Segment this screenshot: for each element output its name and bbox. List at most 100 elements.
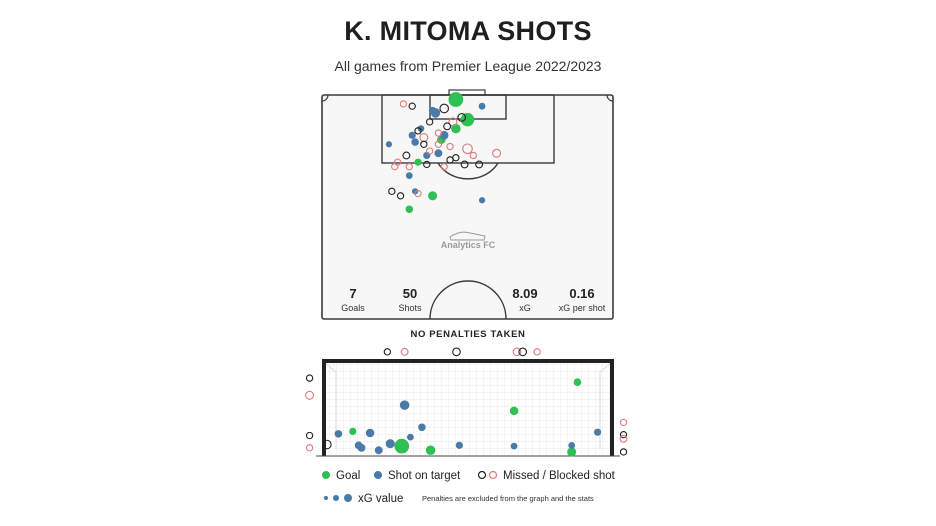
goal-frame bbox=[448, 89, 486, 96]
pitch-shot-on-target-marker bbox=[405, 172, 413, 180]
goal-shot-on-target-marker bbox=[365, 428, 375, 438]
legend-goal-label: Goal bbox=[336, 470, 360, 482]
watermark-logo: Analytics FC bbox=[441, 231, 496, 250]
goal-shot-missed-marker bbox=[619, 448, 628, 456]
stat-value: 7 bbox=[349, 286, 356, 301]
legend-xg-large bbox=[344, 494, 352, 502]
goal-mouth bbox=[316, 359, 620, 457]
goal-shot-missed-marker bbox=[452, 347, 461, 357]
goal-shot-goal-marker bbox=[509, 406, 519, 416]
legend-missed-marker-red bbox=[488, 470, 498, 480]
pitch-shot-missed-marker bbox=[423, 160, 431, 169]
pitch-shot-missed-marker bbox=[414, 189, 422, 198]
goal-shot-on-target-marker bbox=[418, 423, 426, 432]
goal-net-side-right bbox=[599, 363, 611, 449]
goal-shots-layer bbox=[305, 347, 628, 457]
pitch-shot-missed-marker bbox=[440, 162, 448, 171]
stats-xg-per-shot: 0.16 xG per shot bbox=[559, 286, 606, 313]
goal-shot-missed-marker bbox=[619, 418, 628, 427]
legend-missed-marker-dark bbox=[477, 470, 487, 480]
pitch-shot-missed-marker bbox=[448, 117, 458, 127]
legend-missed-label: Missed / Blocked shot bbox=[503, 470, 616, 482]
goal-posts bbox=[322, 359, 614, 456]
pitch-shot-missed-marker bbox=[408, 102, 416, 110]
stat-label: xG bbox=[519, 303, 531, 313]
pitch-shots-layer bbox=[385, 92, 502, 214]
chart-title: K. MITOMA SHOTS bbox=[344, 16, 592, 46]
pitch-shot-on-target-marker bbox=[439, 131, 449, 140]
pitch-shot-missed-marker bbox=[399, 100, 408, 108]
pitch-shot-missed-marker bbox=[457, 113, 467, 122]
pitch-shot-missed-marker bbox=[402, 151, 411, 160]
goal-shot-on-target-marker bbox=[407, 433, 414, 441]
stats-goals: 7 Goals bbox=[341, 286, 365, 313]
goal-shot-on-target-marker bbox=[354, 441, 363, 450]
goal-shot-missed-marker bbox=[400, 347, 409, 356]
legend-xg-small bbox=[324, 496, 328, 500]
pitch-shot-on-target-marker bbox=[408, 131, 416, 139]
goal-shot-goal-marker bbox=[567, 447, 577, 457]
pitch-shot-goal-marker bbox=[428, 191, 438, 201]
pitch-shot-missed-marker bbox=[405, 162, 413, 171]
goal-shot-missed-marker bbox=[533, 348, 541, 356]
goal-shot-missed-marker bbox=[305, 374, 314, 382]
pitch-shot-goal-marker bbox=[405, 205, 414, 214]
goal-shot-missed-marker bbox=[518, 347, 528, 357]
goal-net-side-left bbox=[325, 363, 337, 449]
pitch-shot-goal-marker bbox=[460, 112, 475, 127]
goal-shot-on-target-marker bbox=[455, 441, 463, 449]
pitch-shot-missed-marker bbox=[452, 154, 460, 162]
goal-net bbox=[324, 361, 612, 455]
pitch-shot-on-target-marker bbox=[478, 197, 486, 204]
pitch-shot-missed-marker bbox=[492, 148, 502, 158]
pitch-shot-missed-marker bbox=[469, 151, 478, 160]
goal-shot-missed-marker bbox=[383, 348, 392, 356]
goal-shot-missed-marker bbox=[512, 347, 522, 357]
goal-shot-goal-marker bbox=[349, 427, 357, 435]
pitch-shot-missed-marker bbox=[388, 187, 396, 196]
goal-shot-on-target-marker bbox=[374, 446, 383, 455]
stat-value: 50 bbox=[403, 286, 417, 301]
goal-shot-on-target-marker bbox=[594, 428, 602, 436]
goal-shot-on-target-marker bbox=[385, 439, 395, 449]
legend: Goal Shot on target Missed / Blocked sho… bbox=[322, 470, 616, 505]
pitch-shot-on-target-marker bbox=[411, 138, 419, 146]
pitch-shot-on-target-marker bbox=[434, 149, 443, 158]
watermark-text: Analytics FC bbox=[441, 240, 496, 250]
legend-penalty-note: Penalties are excluded from the graph an… bbox=[422, 494, 594, 503]
goal-shot-goal-marker bbox=[394, 438, 410, 454]
pitch-shot-on-target-marker bbox=[428, 106, 437, 115]
legend-xg-label: xG value bbox=[358, 493, 403, 505]
legend-xg-medium bbox=[333, 495, 339, 501]
goal-shot-missed-marker bbox=[305, 431, 314, 440]
goal-shot-missed-marker bbox=[305, 390, 315, 400]
pitch-shot-missed-marker bbox=[393, 158, 402, 166]
pitch-shot-missed-marker bbox=[434, 129, 443, 137]
legend-goal-marker bbox=[322, 471, 330, 479]
goal-shot-missed-marker bbox=[322, 439, 332, 450]
penalties-note: NO PENALTIES TAKEN bbox=[410, 329, 526, 340]
pitch-shot-missed-marker bbox=[460, 160, 469, 169]
legend-on-target-marker bbox=[374, 471, 382, 479]
goal-shot-goal-marker bbox=[573, 378, 582, 386]
goal-shot-on-target-marker bbox=[510, 442, 518, 450]
pitch-shot-on-target-marker bbox=[478, 102, 486, 110]
stat-value: 8.09 bbox=[512, 286, 537, 301]
pitch-shot-missed-marker bbox=[425, 147, 434, 155]
stat-value: 0.16 bbox=[569, 286, 594, 301]
stats-shots: 50 Shots bbox=[398, 286, 422, 313]
goal-shot-goal-marker bbox=[425, 445, 436, 456]
pitch-shot-missed-marker bbox=[443, 122, 452, 131]
pitch-shot-missed-marker bbox=[462, 143, 473, 155]
pitch-shot-missed-marker bbox=[439, 103, 450, 114]
pitch-shot-goal-marker bbox=[414, 158, 422, 166]
pitch-shot-missed-marker bbox=[475, 160, 484, 169]
goal-shot-on-target-marker bbox=[399, 400, 410, 410]
pitch-shot-missed-marker bbox=[420, 140, 428, 148]
goal-shot-on-target-marker bbox=[334, 430, 343, 438]
goal-shot-missed-marker bbox=[619, 434, 628, 443]
stat-label: xG per shot bbox=[559, 303, 606, 313]
goal-shot-missed-marker bbox=[619, 430, 628, 439]
stat-label: Shots bbox=[398, 303, 422, 313]
pitch-shot-goal-marker bbox=[448, 92, 464, 107]
